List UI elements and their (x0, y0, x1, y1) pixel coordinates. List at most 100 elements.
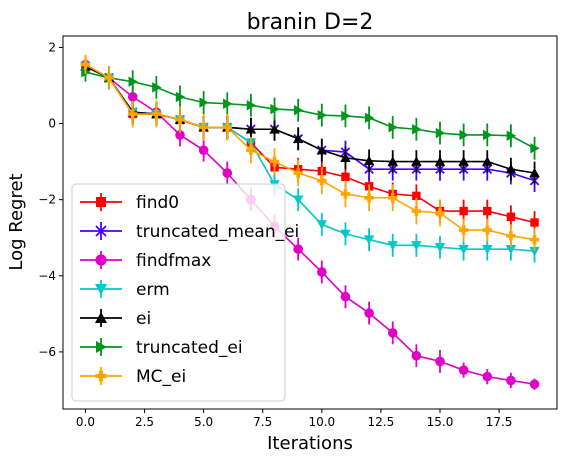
data-point (412, 124, 422, 135)
data-point (411, 206, 422, 216)
data-point (80, 59, 91, 70)
legend-box (71, 183, 286, 402)
data-point (482, 371, 493, 382)
series-MC_ei (80, 55, 540, 252)
data-point (175, 115, 185, 125)
data-point (506, 375, 516, 386)
data-point (293, 168, 303, 178)
data-point (292, 133, 304, 143)
data-point (292, 195, 304, 205)
legend-label: find0 (136, 193, 179, 213)
data-point (387, 328, 398, 338)
data-point (341, 172, 350, 182)
x-tick-label: 15.0 (427, 415, 454, 429)
y-axis-ticks: 2 0 −2 −4 −6 (38, 40, 63, 359)
x-axis-label: Iterations (267, 433, 353, 454)
legend-item-erm: erm (80, 280, 170, 300)
data-point (529, 167, 540, 178)
data-point (199, 97, 209, 108)
data-point (482, 156, 493, 166)
data-point (363, 155, 375, 166)
data-point (175, 91, 186, 103)
data-point (128, 109, 138, 119)
legend-marker (95, 225, 107, 237)
data-point (411, 156, 422, 166)
data-point (341, 110, 351, 122)
data-point (269, 156, 280, 167)
data-point (293, 105, 304, 116)
plot-frame (62, 35, 558, 410)
data-point (530, 143, 540, 154)
legend-label: truncated_mean_ei (136, 222, 299, 242)
data-point (151, 109, 162, 119)
legend-item-MC_ei: MC_ei (80, 367, 186, 387)
legend-label: ei (136, 309, 151, 329)
x-tick-label: 7.5 (253, 415, 272, 429)
legend-item-findfmax: findfmax (80, 251, 211, 271)
data-point (458, 365, 469, 375)
y-tick-label: −6 (38, 345, 56, 359)
x-axis-ticks: 0.0 2.5 5.0 7.5 10.0 12.5 15.0 17.5 (76, 409, 513, 429)
legend-item-find0: find0 (80, 193, 179, 213)
data-point (317, 267, 327, 277)
data-point (222, 122, 232, 133)
data-point (363, 235, 375, 245)
data-point (317, 109, 328, 121)
legend-marker (95, 284, 107, 295)
data-point (411, 350, 422, 361)
legend-item-ei: ei (80, 309, 151, 329)
data-point (388, 122, 398, 133)
data-point (152, 82, 162, 93)
data-point (458, 156, 469, 166)
data-point (387, 156, 398, 166)
data-point (340, 229, 351, 240)
x-tick-label: 10.0 (308, 415, 335, 429)
data-point (434, 243, 446, 253)
data-point (506, 212, 516, 221)
data-point (340, 152, 351, 162)
data-point (435, 127, 446, 139)
data-point (175, 130, 185, 140)
legend-marker (96, 197, 106, 207)
data-point (223, 98, 233, 109)
data-point (364, 308, 374, 318)
series-truncated_ei (81, 62, 540, 160)
legend-label: MC_ei (136, 367, 186, 387)
data-point (270, 103, 280, 115)
data-point (506, 130, 517, 141)
data-point (198, 122, 209, 133)
legend-label: truncated_ei (136, 338, 243, 358)
data-point (198, 145, 209, 155)
data-point (506, 231, 516, 241)
data-point (364, 193, 374, 203)
legend-marker (95, 254, 107, 266)
legend-marker (96, 341, 107, 353)
data-point (222, 168, 233, 178)
data-point (435, 356, 445, 367)
data-point (458, 244, 469, 255)
data-point (104, 73, 114, 83)
data-point (269, 124, 280, 134)
x-tick-label: 2.5 (135, 415, 154, 429)
data-point (530, 218, 539, 227)
y-tick-label: 0 (48, 117, 56, 131)
data-point (483, 129, 493, 141)
legend-marker (95, 370, 107, 382)
data-point (483, 206, 492, 216)
legend-item-truncated_ei: truncated_ei (80, 338, 243, 358)
x-tick-label: 5.0 (194, 415, 213, 429)
data-point (529, 234, 540, 245)
x-tick-label: 17.5 (486, 415, 513, 429)
data-point (364, 112, 375, 124)
data-point (128, 76, 138, 87)
data-point (435, 208, 445, 218)
data-point (529, 246, 540, 257)
data-point (246, 145, 256, 155)
data-point (459, 206, 468, 216)
data-point (411, 241, 422, 251)
data-point (246, 100, 257, 111)
y-axis-label: Log Regret (6, 173, 27, 270)
data-point (293, 244, 303, 254)
legend-item-truncated_mean_ei: truncated_mean_ei (80, 222, 299, 242)
